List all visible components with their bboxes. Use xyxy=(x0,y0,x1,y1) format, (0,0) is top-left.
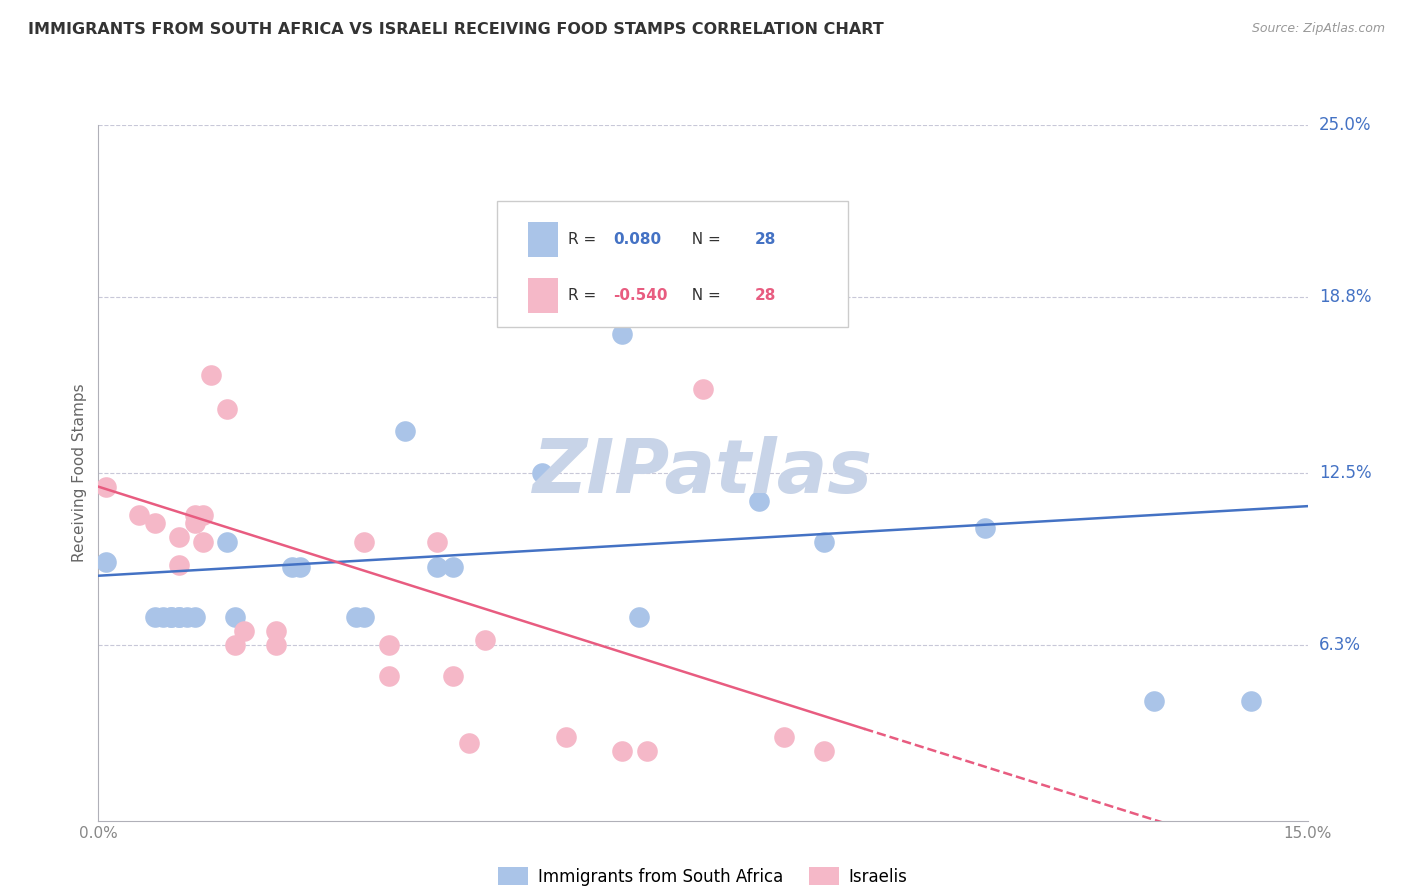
Point xyxy=(344,610,367,624)
Point xyxy=(595,243,617,257)
Text: Source: ZipAtlas.com: Source: ZipAtlas.com xyxy=(1251,22,1385,36)
Point xyxy=(612,326,634,341)
Text: N =: N = xyxy=(682,288,725,302)
Text: IMMIGRANTS FROM SOUTH AFRICA VS ISRAELI RECEIVING FOOD STAMPS CORRELATION CHART: IMMIGRANTS FROM SOUTH AFRICA VS ISRAELI … xyxy=(28,22,884,37)
Point xyxy=(377,638,399,652)
Point xyxy=(232,624,254,639)
Point xyxy=(353,610,375,624)
Point xyxy=(772,730,794,744)
Point xyxy=(555,730,578,744)
Point xyxy=(143,610,166,624)
Point xyxy=(377,669,399,683)
Text: ZIPatlas: ZIPatlas xyxy=(533,436,873,509)
Point xyxy=(152,610,174,624)
Text: R =: R = xyxy=(568,232,600,247)
Text: 25.0%: 25.0% xyxy=(1319,116,1371,134)
Point xyxy=(813,744,835,758)
Text: 6.3%: 6.3% xyxy=(1319,636,1361,655)
Point xyxy=(167,610,190,624)
Text: 0.080: 0.080 xyxy=(613,232,662,247)
Point xyxy=(692,382,714,396)
Point xyxy=(441,669,464,683)
Point xyxy=(813,535,835,549)
Text: -0.540: -0.540 xyxy=(613,288,668,302)
Point xyxy=(612,744,634,758)
Point xyxy=(167,610,190,624)
Point xyxy=(96,555,118,569)
Point xyxy=(1143,694,1166,708)
Text: R =: R = xyxy=(568,288,600,302)
Point xyxy=(184,610,207,624)
Legend: Immigrants from South Africa, Israelis: Immigrants from South Africa, Israelis xyxy=(492,861,914,892)
Point xyxy=(224,610,246,624)
Point xyxy=(1240,694,1263,708)
Point xyxy=(281,560,304,574)
FancyBboxPatch shape xyxy=(498,202,848,326)
FancyBboxPatch shape xyxy=(527,277,558,312)
Point xyxy=(474,632,496,647)
Point xyxy=(426,535,449,549)
Point xyxy=(217,401,239,416)
Point xyxy=(586,290,609,304)
Point xyxy=(426,560,449,574)
Text: N =: N = xyxy=(682,232,725,247)
Point xyxy=(96,480,118,494)
Point xyxy=(636,744,658,758)
Point xyxy=(160,610,183,624)
Point xyxy=(264,638,287,652)
Point xyxy=(530,466,553,480)
Point xyxy=(224,638,246,652)
Point xyxy=(200,368,222,383)
Point xyxy=(288,560,311,574)
Point xyxy=(353,535,375,549)
Point xyxy=(193,535,215,549)
Point xyxy=(627,610,650,624)
Point xyxy=(167,530,190,544)
Point xyxy=(184,516,207,530)
Point xyxy=(128,508,150,522)
Text: 12.5%: 12.5% xyxy=(1319,464,1371,482)
Point xyxy=(184,508,207,522)
Point xyxy=(974,521,997,535)
Point xyxy=(394,424,416,438)
Point xyxy=(143,516,166,530)
FancyBboxPatch shape xyxy=(527,222,558,257)
Point xyxy=(160,610,183,624)
Text: 18.8%: 18.8% xyxy=(1319,288,1371,307)
Point xyxy=(458,736,481,750)
Point xyxy=(748,493,770,508)
Point xyxy=(193,508,215,522)
Point xyxy=(441,560,464,574)
Text: 28: 28 xyxy=(755,288,776,302)
Point xyxy=(176,610,198,624)
Point xyxy=(217,535,239,549)
Text: 28: 28 xyxy=(755,232,776,247)
Point xyxy=(264,624,287,639)
Y-axis label: Receiving Food Stamps: Receiving Food Stamps xyxy=(72,384,87,562)
Point xyxy=(167,558,190,572)
